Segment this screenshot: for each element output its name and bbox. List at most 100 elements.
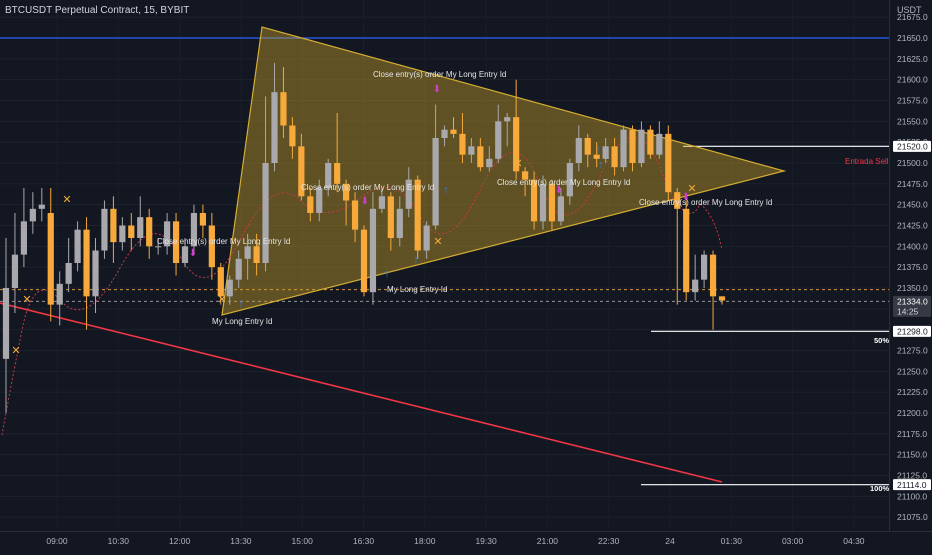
candle-body[interactable] — [387, 196, 394, 238]
candle-body[interactable] — [692, 279, 699, 293]
candle-body[interactable] — [584, 138, 591, 155]
time-tick-label: 19:30 — [475, 536, 497, 546]
candle-body[interactable] — [656, 133, 663, 155]
close-arrow-marker: ⬇ — [189, 248, 197, 259]
candle-body[interactable] — [74, 229, 81, 263]
candle-body[interactable] — [674, 192, 681, 209]
candle-body[interactable] — [262, 163, 269, 263]
candle-body[interactable] — [280, 92, 287, 126]
candle-body[interactable] — [155, 246, 162, 248]
candle-body[interactable] — [190, 213, 198, 247]
candle-body[interactable] — [450, 129, 457, 134]
close-cross-marker: ✕ — [687, 183, 696, 195]
candle-body[interactable] — [539, 183, 547, 222]
candle-body[interactable] — [360, 229, 368, 293]
candle-body[interactable] — [647, 129, 654, 155]
candles[interactable] — [2, 63, 726, 413]
candle-body[interactable] — [513, 117, 520, 172]
candle-body[interactable] — [325, 163, 332, 188]
candle-body[interactable] — [217, 267, 224, 297]
long-entry-arrow: ↑ — [443, 184, 449, 196]
candle-body[interactable] — [495, 121, 502, 159]
candle-body[interactable] — [83, 229, 90, 297]
time-tick-label: 03:00 — [782, 536, 804, 546]
candle-body[interactable] — [11, 254, 19, 288]
candle-body[interactable] — [47, 213, 54, 305]
candle-body[interactable] — [593, 154, 600, 159]
candle-body[interactable] — [2, 288, 10, 359]
candle-body[interactable] — [316, 188, 323, 213]
candle-body[interactable] — [307, 196, 314, 213]
long-entry-arrow: ↑ — [413, 254, 419, 266]
candle-body[interactable] — [172, 221, 180, 263]
candle-body[interactable] — [459, 133, 466, 155]
candle-body[interactable] — [432, 138, 439, 226]
candle-body[interactable] — [181, 246, 189, 263]
candle-body[interactable] — [56, 283, 63, 305]
candle-body[interactable] — [351, 200, 359, 230]
candle-body[interactable] — [128, 225, 135, 239]
candle-body[interactable] — [548, 183, 556, 222]
candle-body[interactable] — [530, 179, 538, 222]
candle-body[interactable] — [522, 171, 529, 180]
candle-body[interactable] — [334, 163, 341, 184]
trend-line[interactable] — [0, 302, 723, 483]
candle-body[interactable] — [244, 246, 251, 259]
candle-body[interactable] — [575, 138, 582, 163]
candle-body[interactable] — [29, 208, 36, 222]
price-tick-label: 21600.0 — [897, 75, 928, 85]
candle-body[interactable] — [486, 158, 493, 168]
candle-body[interactable] — [566, 163, 573, 197]
candle-body[interactable] — [235, 258, 242, 280]
price-tick-label: 21225.0 — [897, 387, 928, 397]
candle-body[interactable] — [289, 125, 296, 147]
price-label-box — [893, 295, 931, 307]
candle-body[interactable] — [629, 129, 636, 163]
candle-body[interactable] — [557, 196, 564, 222]
candle-body[interactable] — [477, 146, 484, 168]
candle-body[interactable] — [208, 225, 215, 268]
price-label-text: 14:25 — [897, 307, 919, 317]
entrada-sell-label: Entrada Sell — [845, 157, 889, 166]
candle-body[interactable] — [638, 129, 645, 163]
candle-body[interactable] — [414, 179, 421, 251]
candle-body[interactable] — [298, 146, 305, 197]
candle-body[interactable] — [101, 208, 108, 251]
candle-body[interactable] — [602, 146, 609, 159]
candle-body[interactable] — [701, 254, 708, 280]
candle-body[interactable] — [405, 179, 412, 209]
long-entry-label: My Long Entry Id — [387, 285, 447, 294]
time-tick-label: 12:00 — [169, 536, 191, 546]
candle-body[interactable] — [343, 183, 350, 201]
candle-body[interactable] — [611, 146, 618, 168]
candle-body[interactable] — [65, 263, 72, 284]
candle-body[interactable] — [683, 208, 690, 293]
candle-body[interactable] — [620, 129, 627, 168]
candle-body[interactable] — [378, 196, 385, 209]
candle-body[interactable] — [119, 225, 126, 243]
time-tick-label: 21:00 — [537, 536, 559, 546]
candle-body[interactable] — [504, 117, 511, 122]
candle-body[interactable] — [38, 204, 45, 209]
candle-body[interactable] — [718, 296, 726, 301]
candle-body[interactable] — [253, 246, 260, 263]
candle-body[interactable] — [164, 221, 171, 247]
candle-body[interactable] — [271, 92, 278, 163]
candle-body[interactable] — [137, 217, 144, 238]
candle-body[interactable] — [709, 254, 717, 297]
candle-body[interactable] — [396, 208, 403, 238]
candle-body[interactable] — [20, 221, 27, 255]
candle-body[interactable] — [665, 133, 672, 193]
candle-body[interactable] — [423, 225, 430, 251]
candle-body[interactable] — [369, 208, 377, 293]
candle-body[interactable] — [146, 217, 153, 247]
candle-body[interactable] — [92, 250, 99, 297]
candle-body[interactable] — [110, 208, 117, 243]
time-tick-label: 10:30 — [108, 536, 130, 546]
candle-body[interactable] — [441, 129, 448, 138]
candle-body[interactable] — [468, 146, 475, 155]
candle-body[interactable] — [226, 279, 233, 297]
candle-body[interactable] — [199, 213, 206, 226]
